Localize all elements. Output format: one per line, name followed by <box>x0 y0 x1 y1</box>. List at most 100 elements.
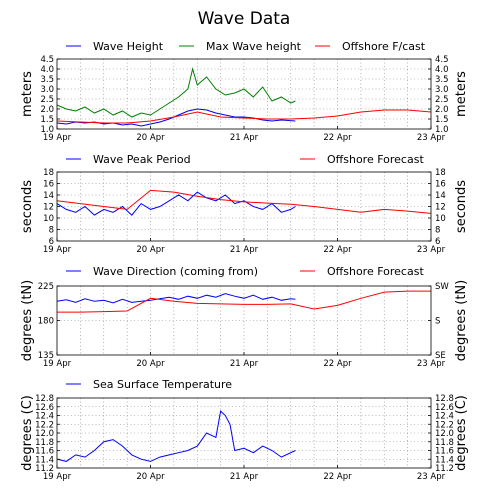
y-tick-label: 6 <box>49 237 54 247</box>
y-tick-label: 12.6 <box>35 403 54 413</box>
x-tick-label: 20 Apr <box>136 472 165 482</box>
x-tick-label: 22 Apr <box>323 245 352 255</box>
series-max-wave-height <box>56 67 296 118</box>
x-tick-label: 22 Apr <box>323 133 352 143</box>
y-tick-label-right: 4.5 <box>435 55 449 65</box>
y-tick-label: 225 <box>38 282 54 292</box>
x-tick-label: 19 Apr <box>43 472 72 482</box>
y-tick-label-right: 18 <box>435 168 446 178</box>
y-tick-label: 11.8 <box>35 438 54 448</box>
y-tick-label-right: 12.2 <box>435 420 454 430</box>
y-tick-label: 1.5 <box>40 115 54 125</box>
series-sea-surface-temperature <box>56 410 296 462</box>
x-tick-label: 22 Apr <box>323 472 352 482</box>
legend-entry: Offshore Forecast <box>327 265 424 278</box>
y-tick-label: 12 <box>43 203 54 213</box>
y-tick-label: 1.0 <box>40 125 54 135</box>
y-tick-label: 12.0 <box>35 429 54 439</box>
legend-entry: Wave Height <box>93 40 164 53</box>
x-tick-label: 19 Apr <box>43 245 72 255</box>
x-tick-label: 23 Apr <box>417 133 446 143</box>
x-tick-label: 21 Apr <box>230 472 259 482</box>
y-tick-label: 14 <box>43 191 54 201</box>
x-tick-label: 23 Apr <box>417 245 446 255</box>
y-tick-label: 10 <box>43 214 54 224</box>
legend-entry: Wave Direction (coming from) <box>93 265 258 278</box>
x-tick-label: 22 Apr <box>323 359 352 369</box>
legend-entry: Sea Surface Temperature <box>93 378 232 391</box>
y-tick-label-right: 11.4 <box>435 455 454 465</box>
legend-entry: Offshore Forecast <box>327 153 424 166</box>
y-tick-label-right: 12.0 <box>435 429 454 439</box>
x-tick-label: 19 Apr <box>43 359 72 369</box>
y-tick-label: 4.0 <box>40 65 54 75</box>
y-tick-label-right: 12.4 <box>435 412 454 422</box>
plot-frame <box>56 397 432 469</box>
series-offshore-forecast <box>57 290 431 313</box>
y-tick-label: 2.5 <box>40 95 54 105</box>
y-tick-label: 11.4 <box>35 455 54 465</box>
y-tick-label-right: 12 <box>435 203 446 213</box>
x-tick-label: 23 Apr <box>417 359 446 369</box>
plot-frame <box>56 58 432 130</box>
y-tick-label: 11.6 <box>35 447 54 457</box>
panel-4: 11.2 11.211.4 11.411.6 11.611.8 11.812.0 12.0… <box>20 378 469 482</box>
y-tick-label-right: SW <box>435 282 449 292</box>
y-tick-label-right: 1.0 <box>435 125 449 135</box>
y-axis-label-left: degrees (tN) <box>20 280 35 361</box>
y-tick-label-right: 11.2 <box>435 464 454 474</box>
y-tick-label: 16 <box>43 180 54 190</box>
y-tick-label: 12.8 <box>35 394 54 404</box>
legend-entry: Offshore F/cast <box>342 40 426 53</box>
x-tick-label: 21 Apr <box>230 245 259 255</box>
y-axis-label-right: degrees (C) <box>454 395 469 471</box>
x-tick-label: 19 Apr <box>43 133 72 143</box>
y-tick-label-right: 3.0 <box>435 85 449 95</box>
y-tick-label-right: 2.5 <box>435 95 449 105</box>
y-tick-label-right: 16 <box>435 180 446 190</box>
x-tick-label: 21 Apr <box>230 133 259 143</box>
y-tick-label: 12.4 <box>35 412 54 422</box>
x-tick-label: 23 Apr <box>417 472 446 482</box>
y-tick-label: 11.2 <box>35 464 54 474</box>
x-tick-label: 20 Apr <box>136 359 165 369</box>
y-tick-label: 180 <box>38 317 54 327</box>
y-tick-label-right: 6 <box>435 237 440 247</box>
y-axis-label-right: degrees (tN) <box>454 280 469 361</box>
y-tick-label-right: 2.0 <box>435 105 449 115</box>
y-tick-label-right: 12.8 <box>435 394 454 404</box>
plot-frame <box>56 171 432 242</box>
y-tick-label-right: 4.0 <box>435 65 449 75</box>
series-offshore-f-cast <box>56 109 432 124</box>
y-tick-label-right: 14 <box>435 191 446 201</box>
y-tick-label: 18 <box>43 168 54 178</box>
y-tick-label-right: 11.6 <box>435 447 454 457</box>
y-tick-label-right: 11.8 <box>435 438 454 448</box>
y-tick-label: 12.2 <box>35 420 54 430</box>
y-tick-label: 135 <box>38 351 54 361</box>
y-tick-label-right: 10 <box>435 214 446 224</box>
x-tick-label: 20 Apr <box>136 245 165 255</box>
x-tick-label: 20 Apr <box>136 133 165 143</box>
y-tick-label-right: S <box>435 317 440 327</box>
x-tick-label: 21 Apr <box>230 359 259 369</box>
y-tick-label: 8 <box>49 226 54 236</box>
panel-3: 135 SE 180 S 225 SW 19 Apr 20 Apr 21 Apr 22 Apr 23… <box>20 265 469 369</box>
panel-1: 1.0 1.01.5 1.52.0 2.02.5 2.53.0 3.03.5 3.54.0 4… <box>20 40 469 143</box>
series-wave-peak-period <box>56 191 296 216</box>
series-wave-direction-coming-from <box>56 293 296 304</box>
y-axis-label-left: seconds <box>20 180 35 233</box>
series-offshore-forecast <box>56 189 432 214</box>
y-axis-label-left: degrees (C) <box>20 395 35 471</box>
y-tick-label-right: 12.6 <box>435 403 454 413</box>
y-tick-label-right: 1.5 <box>435 115 449 125</box>
y-axis-label-right: seconds <box>454 180 469 233</box>
y-tick-label-right: 3.5 <box>435 75 449 85</box>
y-tick-label-right: SE <box>435 351 446 361</box>
y-tick-label-right: 8 <box>435 226 440 236</box>
y-tick-label: 3.0 <box>40 85 54 95</box>
figure-title: Wave Data <box>198 9 291 29</box>
legend-entry: Max Wave height <box>206 40 302 53</box>
